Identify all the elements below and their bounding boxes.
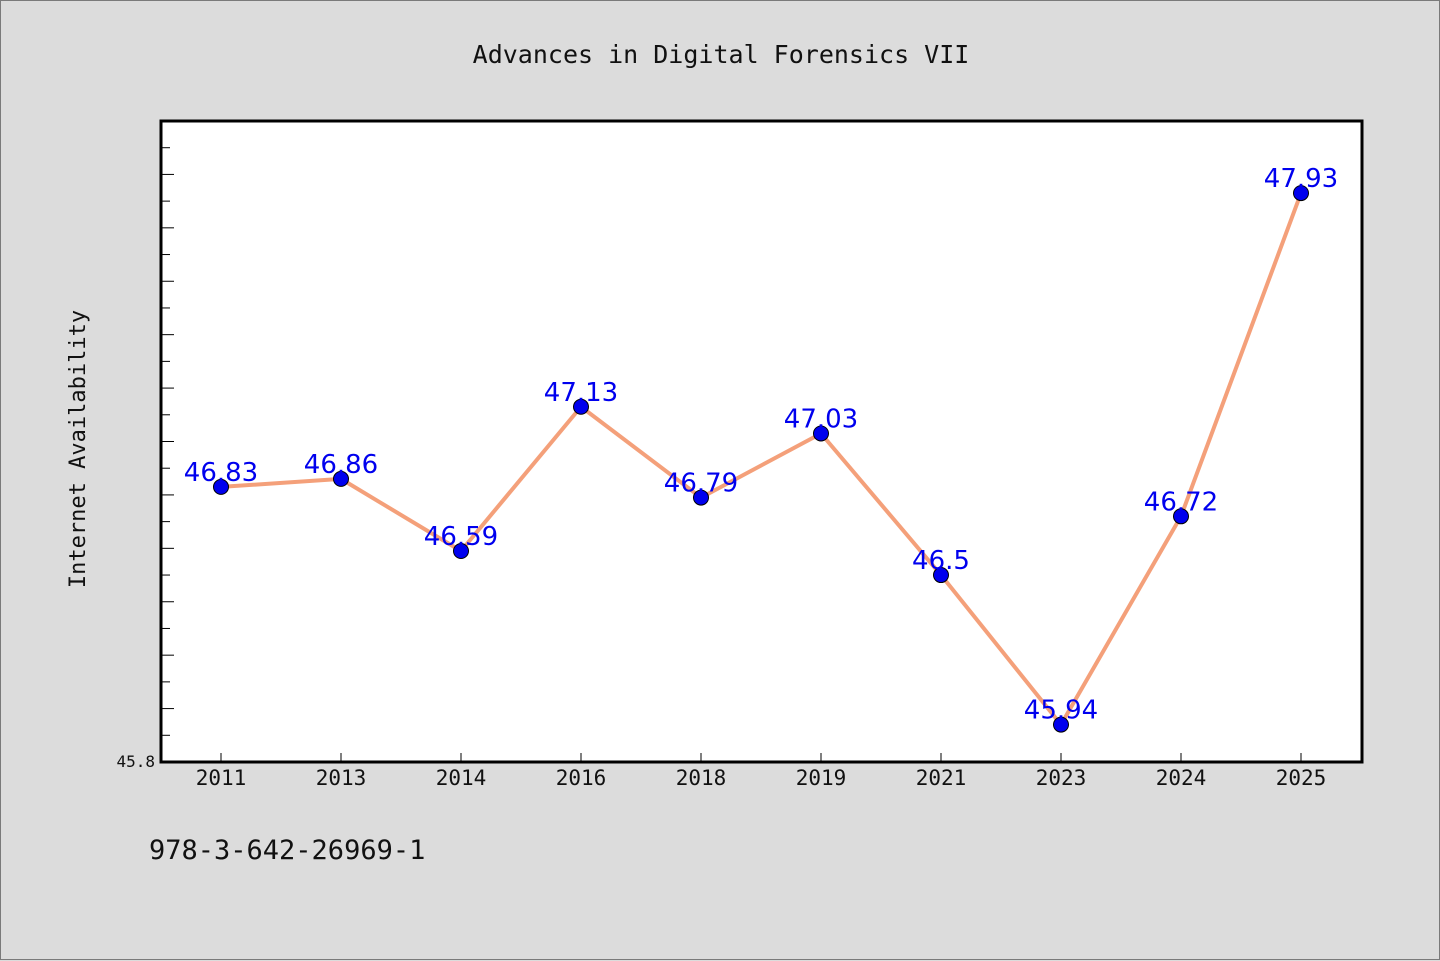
data-label: 45.94 bbox=[1024, 696, 1098, 726]
series-line bbox=[220, 192, 1303, 727]
data-point-marker bbox=[693, 489, 709, 506]
data-label: 47.93 bbox=[1264, 164, 1338, 194]
data-label: 47.03 bbox=[784, 404, 858, 434]
data-point-marker bbox=[453, 543, 469, 560]
data-label: 46.83 bbox=[184, 458, 258, 488]
y-axis-ticks: 45.8 bbox=[116, 147, 174, 771]
data-point-marker bbox=[573, 398, 589, 415]
data-label: 46.79 bbox=[664, 469, 738, 499]
data-point-marker bbox=[933, 567, 949, 584]
data-label: 46.5 bbox=[912, 546, 970, 576]
x-tick-label: 2023 bbox=[1036, 766, 1087, 790]
isbn-text: 978-3-642-26969-1 bbox=[149, 835, 426, 866]
plot-area bbox=[159, 119, 1364, 764]
data-point-marker bbox=[213, 478, 229, 495]
x-tick-label: 2013 bbox=[316, 766, 367, 790]
data-point-marker bbox=[813, 425, 829, 442]
data-point-marker bbox=[1293, 185, 1309, 202]
y-axis-label: Internet Availability bbox=[66, 310, 91, 588]
data-label: 46.59 bbox=[424, 522, 498, 552]
x-tick-label: 2021 bbox=[916, 766, 967, 790]
data-point-marker bbox=[333, 470, 349, 487]
data-label: 46.72 bbox=[1144, 487, 1218, 517]
data-point-marker bbox=[1053, 716, 1069, 733]
x-tick-label: 2014 bbox=[436, 766, 487, 790]
x-tick-label: 2018 bbox=[676, 766, 727, 790]
data-labels: 46.83 46.86 46.59 47.13 46.79 47.03 46.5 45.94 4… bbox=[184, 164, 1338, 725]
data-label: 46.86 bbox=[304, 450, 378, 480]
x-tick-label: 2016 bbox=[556, 766, 607, 790]
x-tick-label: 2025 bbox=[1276, 766, 1327, 790]
data-point-marker bbox=[1173, 508, 1189, 525]
series-markers bbox=[213, 185, 1309, 733]
x-tick-label: 2024 bbox=[1156, 766, 1207, 790]
x-axis-ticks: 2011 2013 2014 2016 2018 2019 2021 2023 2024 2025 bbox=[196, 753, 1327, 790]
x-tick-label: 2019 bbox=[796, 766, 847, 790]
data-label: 47.13 bbox=[544, 378, 618, 408]
chart-title: Advances in Digital Forensics VII bbox=[473, 40, 970, 69]
series-polyline bbox=[220, 192, 1303, 727]
x-tick-label: 2011 bbox=[196, 766, 247, 790]
y-tick-label: 45.8 bbox=[116, 752, 155, 771]
